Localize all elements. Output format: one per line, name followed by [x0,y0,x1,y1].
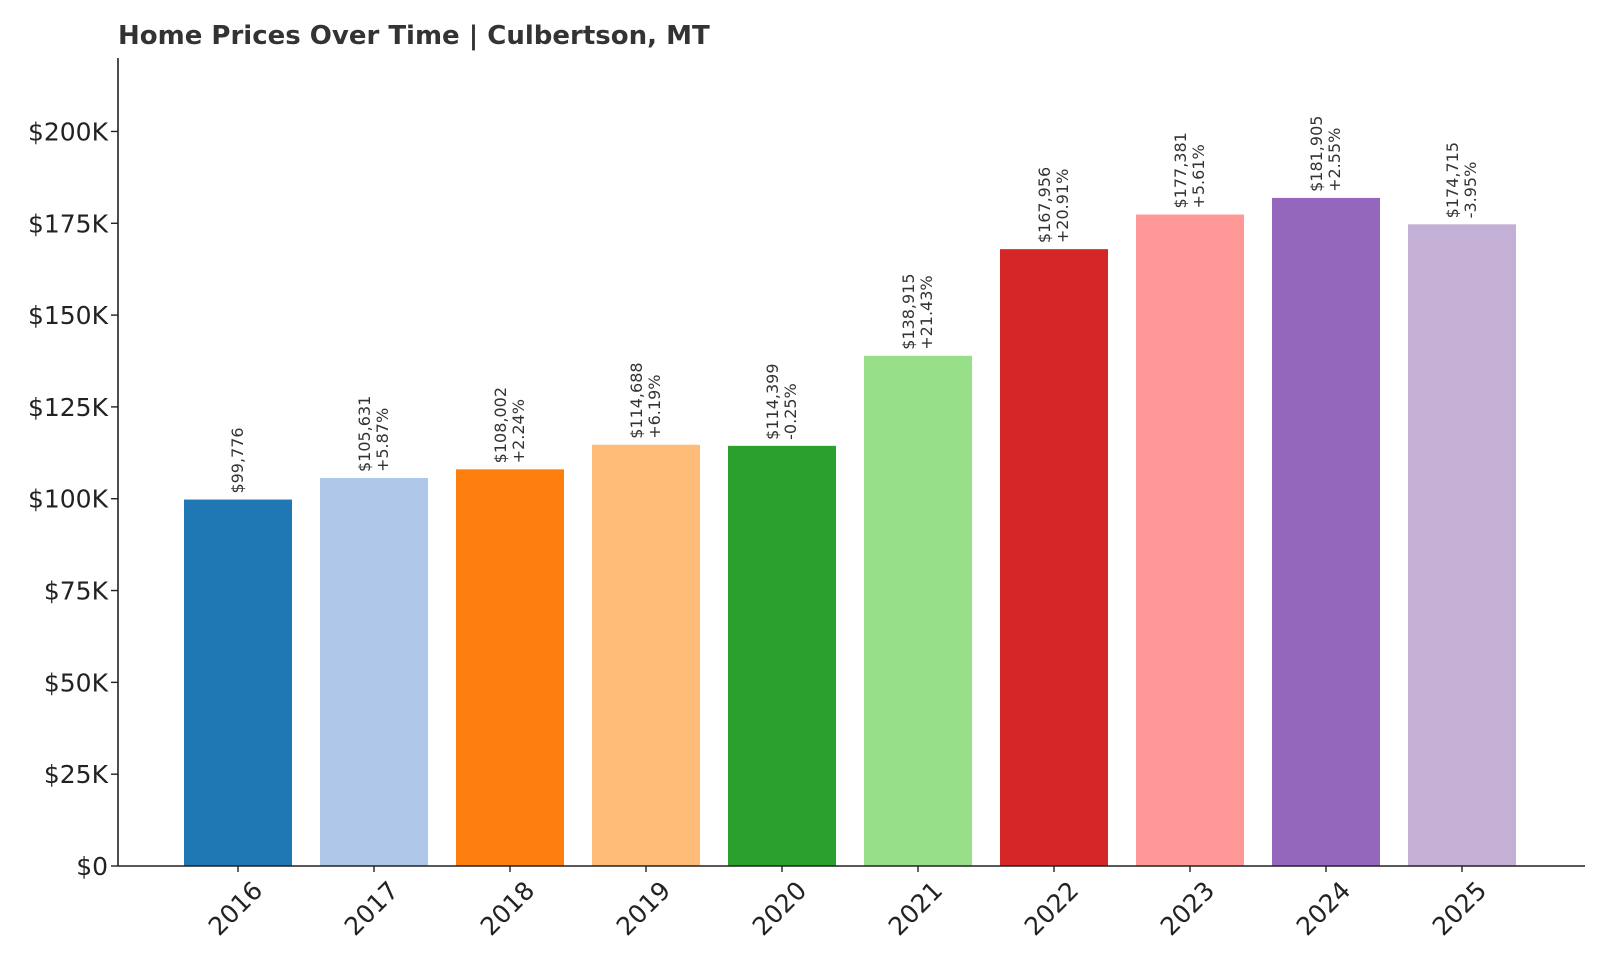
value-label-2017: $105,631 [355,396,374,472]
bar-2016 [184,499,292,866]
value-label-2020: $114,399 [763,363,782,439]
value-label-2024: $181,905 [1307,116,1326,192]
x-tick-label-2020: 2020 [747,876,812,941]
x-tick-label-2019: 2019 [611,876,676,941]
y-tick-label-1: $25K [44,760,109,789]
y-tick-label-5: $125K [28,393,109,422]
change-label-2022: +20.91% [1053,169,1072,243]
bar-2017 [320,478,428,866]
bar-2019 [592,444,700,866]
x-tick-label-2018: 2018 [475,876,540,941]
change-label-2017: +5.87% [373,408,392,472]
bar-2018 [456,469,564,866]
y-tick-label-7: $175K [28,209,109,238]
bar-2024 [1272,197,1380,867]
change-label-2024: +2.55% [1325,128,1344,192]
y-tick-label-4: $100K [28,485,109,514]
change-label-2018: +2.24% [509,399,528,463]
x-tick-label-2021: 2021 [883,876,948,941]
change-label-2019: +6.19% [645,375,664,439]
change-label-2021: +21.43% [917,275,936,349]
x-axis: 2016 2017 2018 2019 2020 2021 2022 2023 2024 2025 [118,865,1585,941]
bars-group [184,197,1516,867]
value-label-2025: $174,715 [1443,142,1462,218]
chart-title: Home Prices Over Time | Culbertson, MT [118,21,710,51]
change-label-2020: -0.25% [781,383,800,440]
value-label-2019: $114,688 [627,362,646,438]
x-tick-label-2017: 2017 [339,876,404,941]
data-labels-group: $99,776 $105,631 +5.87% $108,002 +2.24% $114,… [228,116,1480,494]
change-label-2023: +5.61% [1189,144,1208,208]
y-tick-label-6: $150K [28,301,109,330]
bar-2020 [728,445,836,866]
x-tick-label-2022: 2022 [1019,876,1084,941]
value-label-2021: $138,915 [899,273,918,349]
y-axis: $0 $25K $50K $75K $100K $125K $150K $175K $200K [28,58,119,881]
x-tick-label-2024: 2024 [1291,876,1356,941]
bar-2025 [1408,224,1516,866]
value-label-2022: $167,956 [1035,167,1054,243]
value-label-2023: $177,381 [1171,132,1190,208]
value-label-2018: $108,002 [491,387,510,463]
change-label-2025: -3.95% [1461,162,1480,219]
y-tick-label-3: $75K [44,577,109,606]
bar-2021 [864,355,972,866]
bar-2023 [1136,214,1244,867]
bar-2022 [1000,249,1108,866]
y-tick-label-0: $0 [76,852,108,881]
value-label-2016: $99,776 [228,427,247,493]
x-tick-label-2025: 2025 [1427,876,1492,941]
y-tick-label-8: $200K [28,117,109,146]
x-tick-label-2016: 2016 [203,876,268,941]
y-tick-label-2: $50K [44,668,109,697]
x-tick-label-2023: 2023 [1155,876,1220,941]
